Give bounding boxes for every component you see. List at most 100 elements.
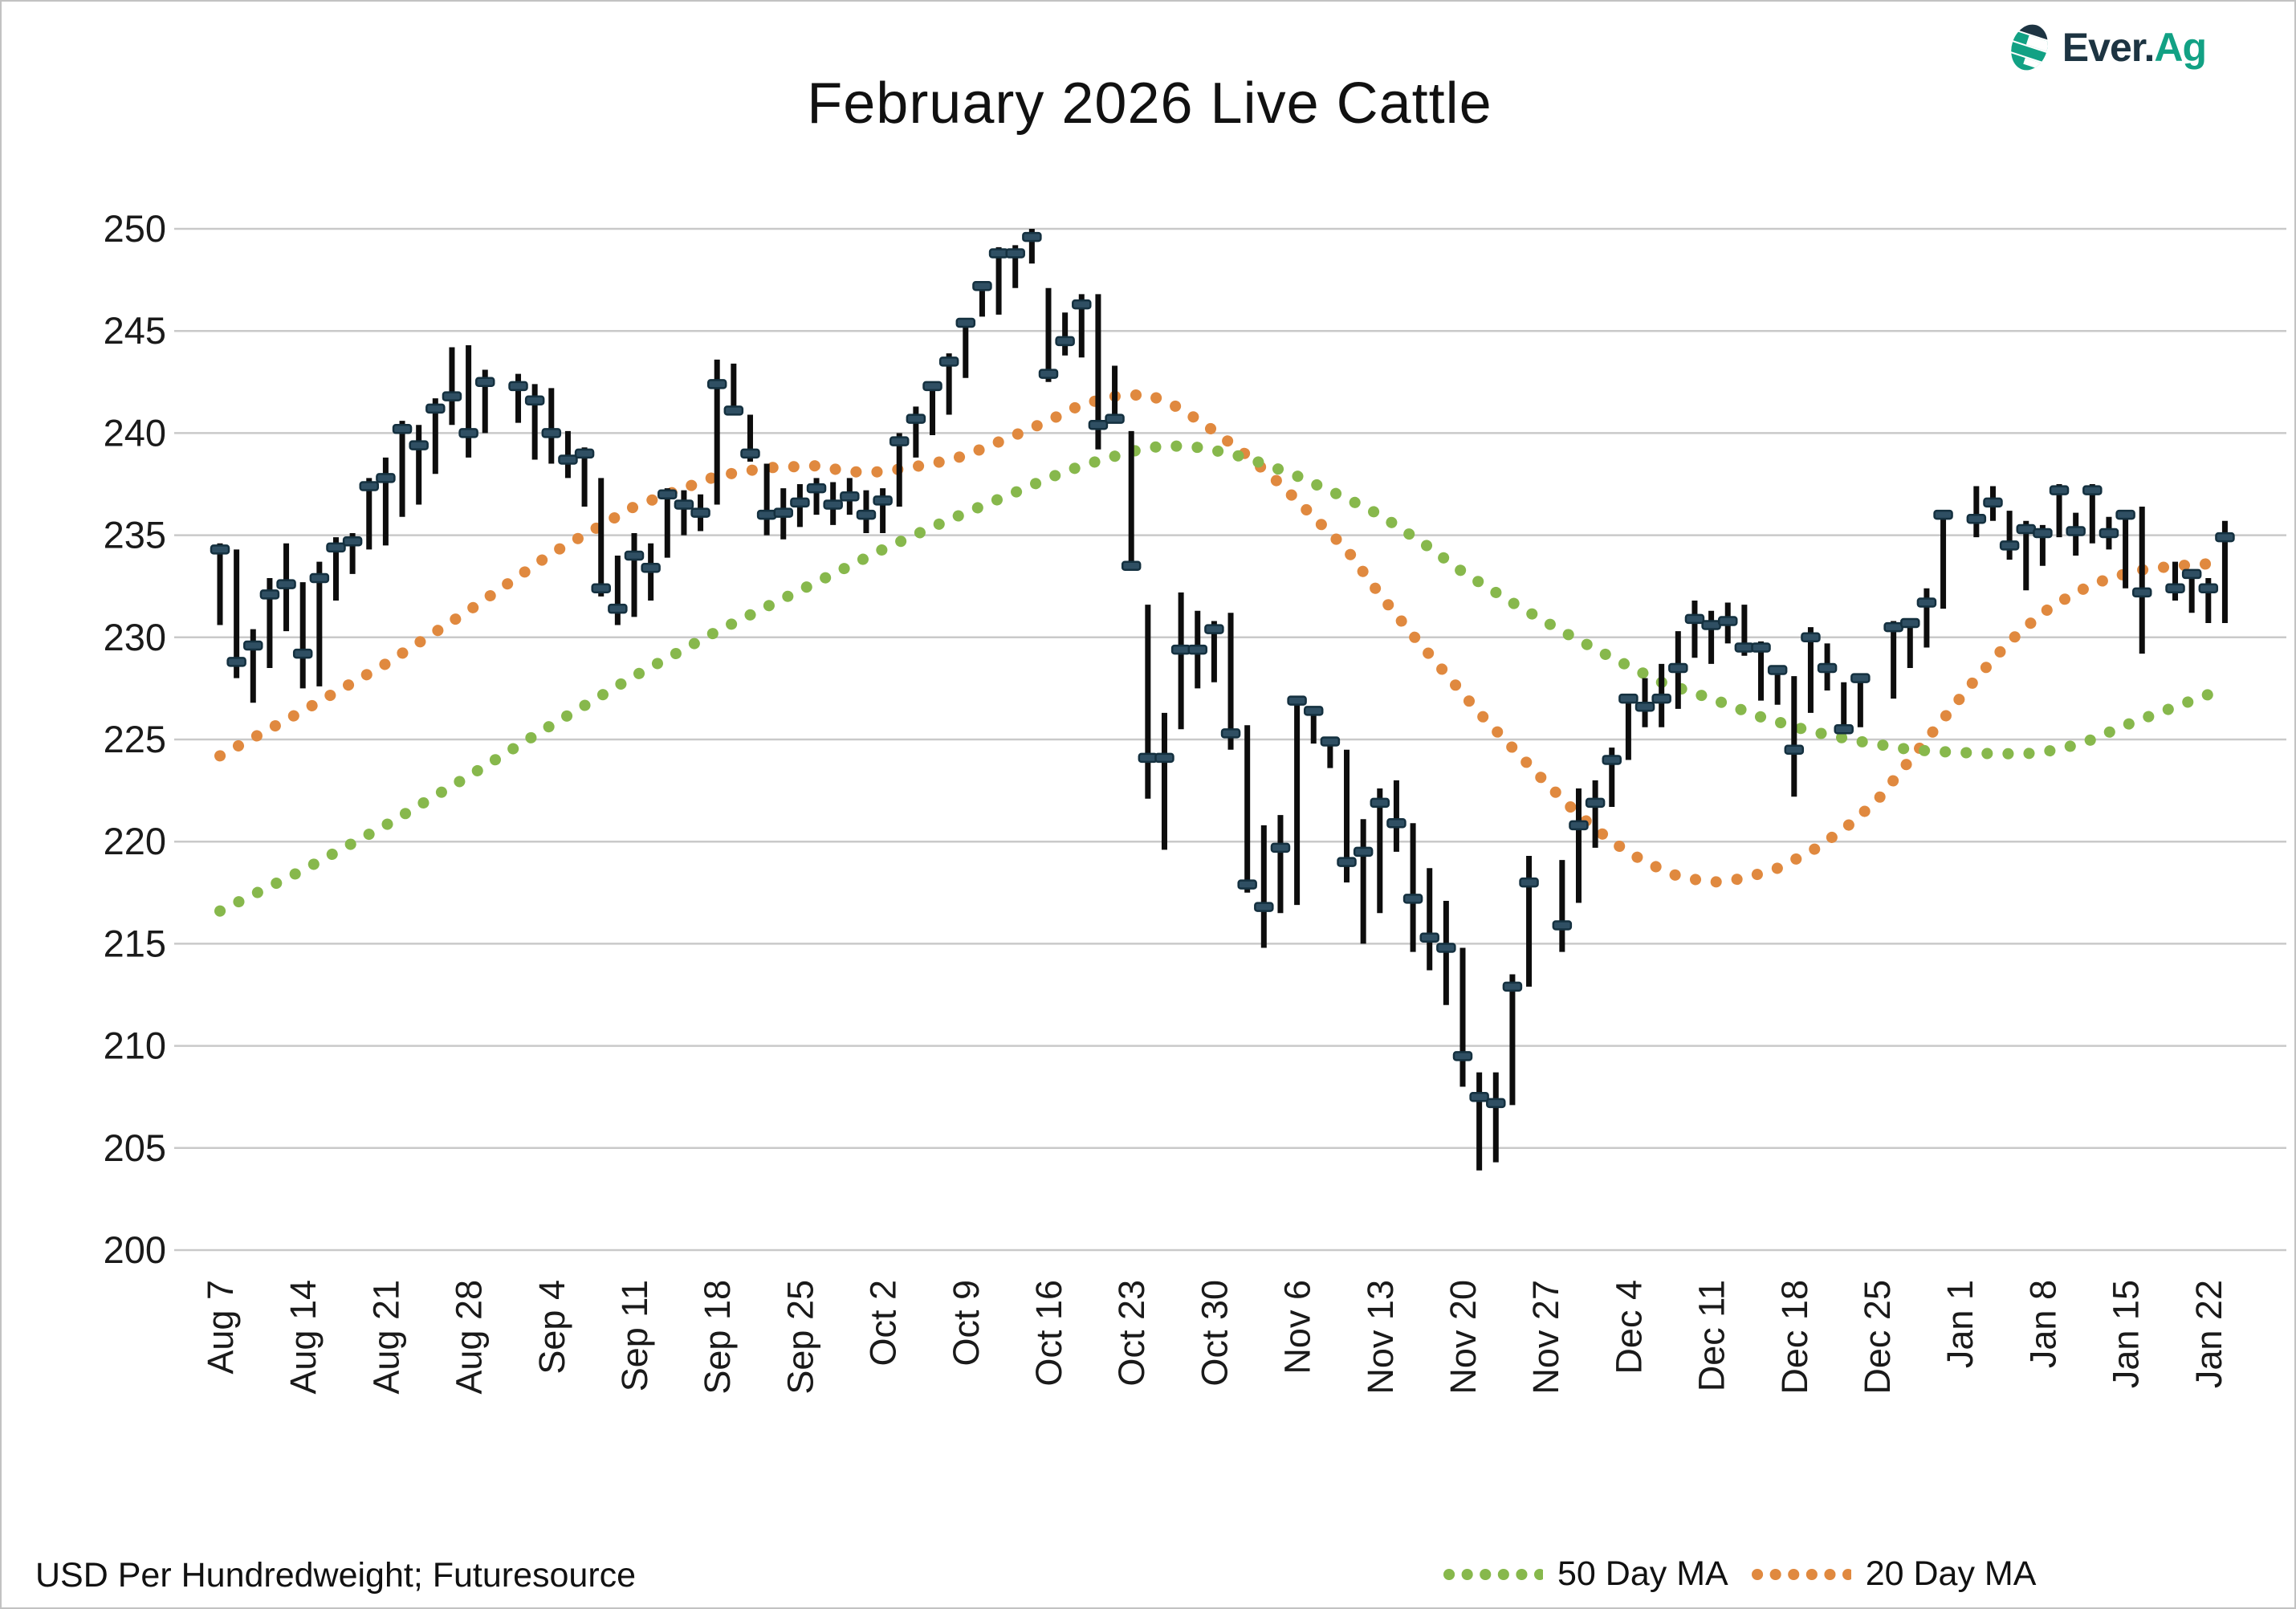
close-tick-dec-22 <box>1817 662 1838 674</box>
x-axis-label-dec-18: Dec 18 <box>1774 1280 1815 1395</box>
close-tick-dec-5 <box>1634 702 1655 712</box>
ma20-swatch-icon <box>1751 1568 1851 1580</box>
close-tick-nov-20 <box>1452 1051 1473 1061</box>
close-tick-nov-3 <box>1237 879 1257 890</box>
close-tick-sep-4 <box>541 428 562 438</box>
close-tick-aug-26 <box>425 403 446 414</box>
close-tick-sep-17 <box>690 507 710 518</box>
x-axis-label-oct-30: Oct 30 <box>1194 1280 1235 1387</box>
close-tick-sep-5 <box>558 454 578 465</box>
close-tick-dec-24 <box>1850 673 1871 683</box>
close-tick-sep-18 <box>706 379 727 389</box>
close-tick-oct-13 <box>988 248 1009 259</box>
close-tick-dec-3 <box>1602 755 1622 765</box>
close-tick-sep-29 <box>823 499 843 510</box>
close-tick-sep-22 <box>740 448 760 459</box>
close-tick-aug-21 <box>376 473 396 483</box>
close-tick-sep-16 <box>674 499 694 510</box>
close-tick-jan-8 <box>2033 528 2053 539</box>
close-tick-aug-13 <box>276 579 296 589</box>
close-tick-oct-20 <box>1072 299 1092 310</box>
close-tick-sep-10 <box>608 603 628 614</box>
close-tick-oct-30 <box>1204 624 1224 634</box>
x-axis-label-jan-1: Jan 1 <box>1940 1280 1981 1368</box>
close-tick-nov-12 <box>1353 846 1374 857</box>
close-tick-dec-4 <box>1618 693 1639 704</box>
close-tick-aug-8 <box>226 657 246 667</box>
close-tick-dec-15 <box>1734 642 1755 653</box>
y-axis-label-225: 225 <box>104 718 166 760</box>
close-tick-aug-20 <box>359 481 380 491</box>
close-tick-oct-2 <box>873 495 893 506</box>
close-tick-dec-23 <box>1834 724 1854 735</box>
close-tick-dec-26 <box>1883 621 1903 633</box>
close-tick-dec-17 <box>1767 665 1788 675</box>
close-tick-sep-12 <box>641 563 661 573</box>
ma-line-20-day-ma <box>214 389 2231 889</box>
y-axis-label-240: 240 <box>104 411 166 454</box>
close-tick-dec-2 <box>1585 797 1606 809</box>
x-axis-label-dec-11: Dec 11 <box>1691 1280 1732 1391</box>
legend-item-ma20: 20 Day MA <box>1751 1554 2036 1594</box>
y-axis-label-250: 250 <box>104 207 166 250</box>
close-tick-jan-5 <box>1983 497 2003 508</box>
close-tick-oct-15 <box>1022 231 1042 242</box>
close-tick-jan-23 <box>2215 532 2235 543</box>
close-tick-oct-10 <box>972 280 992 291</box>
close-tick-aug-11 <box>243 640 263 651</box>
logo-text-ever: Ever. <box>2062 25 2156 70</box>
everag-logo-icon <box>2005 22 2054 72</box>
close-tick-oct-17 <box>1055 336 1075 347</box>
close-tick-jan-13 <box>2082 485 2103 495</box>
x-axis-label-nov-27: Nov 27 <box>1525 1280 1566 1395</box>
close-tick-dec-18 <box>1784 744 1805 755</box>
close-tick-oct-28 <box>1170 644 1191 655</box>
close-tick-oct-21 <box>1088 419 1109 430</box>
close-tick-dec-8 <box>1651 693 1671 704</box>
close-tick-oct-14 <box>1005 248 1025 259</box>
close-tick-sep-8 <box>574 448 595 459</box>
source-note: USD Per Hundredweight; Futuresource <box>35 1556 637 1595</box>
close-tick-aug-25 <box>409 440 429 450</box>
logo-text-ag: Ag <box>2154 25 2207 70</box>
x-axis-label-sep-4: Sep 4 <box>531 1280 572 1375</box>
close-tick-aug-12 <box>259 589 280 600</box>
x-axis-label-nov-13: Nov 13 <box>1360 1280 1401 1395</box>
y-axis-label-210: 210 <box>104 1024 166 1067</box>
close-tick-nov-5 <box>1270 842 1291 853</box>
x-axis-label-jan-22: Jan 22 <box>2188 1280 2229 1388</box>
x-axis-label-aug-21: Aug 21 <box>365 1280 406 1395</box>
x-axis-label-nov-6: Nov 6 <box>1277 1280 1318 1375</box>
close-tick-nov-25 <box>1502 981 1523 992</box>
y-axis-label-200: 200 <box>104 1228 166 1271</box>
close-tick-sep-3 <box>524 395 545 405</box>
everag-logo: Ever.Ag <box>2005 22 2207 72</box>
close-tick-aug-29 <box>474 377 495 388</box>
x-axis-label-aug-14: Aug 14 <box>283 1280 324 1395</box>
close-tick-sep-25 <box>790 497 810 508</box>
close-tick-dec-1 <box>1569 820 1589 831</box>
everag-logo-text: Ever.Ag <box>2062 24 2207 71</box>
close-tick-aug-14 <box>292 648 313 659</box>
page-title: February 2026 Live Cattle <box>807 71 1492 136</box>
x-axis-label-dec-4: Dec 4 <box>1608 1280 1649 1375</box>
close-tick-jan-16 <box>2131 587 2152 598</box>
close-tick-sep-24 <box>773 507 794 518</box>
y-axis-label-215: 215 <box>104 922 166 964</box>
close-tick-oct-6 <box>906 413 926 424</box>
close-tick-oct-24 <box>1138 752 1158 764</box>
close-tick-nov-26 <box>1519 877 1539 888</box>
x-axis-label-dec-25: Dec 25 <box>1857 1280 1898 1395</box>
close-tick-jan-9 <box>2049 485 2070 495</box>
close-tick-oct-23 <box>1121 560 1142 572</box>
x-axis-label-aug-7: Aug 7 <box>200 1280 241 1375</box>
close-tick-nov-28 <box>1552 920 1573 931</box>
close-tick-dec-11 <box>1701 620 1721 630</box>
close-tick-nov-11 <box>1337 857 1357 867</box>
x-axis-label-nov-20: Nov 20 <box>1443 1280 1484 1395</box>
close-tick-oct-29 <box>1187 644 1208 655</box>
close-tick-sep-15 <box>657 489 678 499</box>
close-tick-nov-18 <box>1419 932 1439 943</box>
